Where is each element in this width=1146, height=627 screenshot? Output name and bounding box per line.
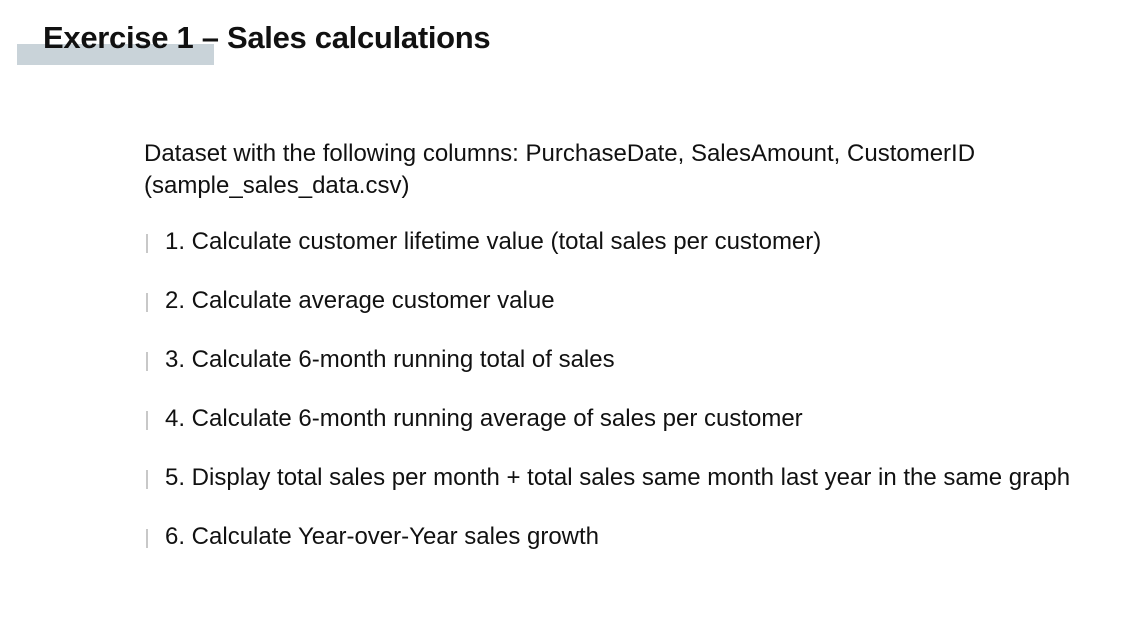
slide-content: Dataset with the following columns: Purc… bbox=[144, 138, 1134, 580]
bullet-bar-icon bbox=[146, 352, 148, 371]
bullet-bar-icon bbox=[146, 470, 148, 489]
task-item-4: 4. Calculate 6-month running average of … bbox=[144, 403, 1134, 435]
dataset-description: Dataset with the following columns: Purc… bbox=[144, 138, 1134, 202]
task-item-3: 3. Calculate 6-month running total of sa… bbox=[144, 344, 1134, 376]
task-item-5: 5. Display total sales per month + total… bbox=[144, 462, 1134, 494]
bullet-bar-icon bbox=[146, 234, 148, 253]
task-text: 5. Display total sales per month + total… bbox=[165, 464, 1071, 491]
dataset-columns-text: Dataset with the following columns: Purc… bbox=[144, 140, 976, 167]
task-text: 1. Calculate customer lifetime value (to… bbox=[165, 228, 822, 255]
bullet-bar-icon bbox=[146, 293, 148, 312]
task-text: 3. Calculate 6-month running total of sa… bbox=[165, 346, 615, 373]
slide-title: Exercise 1 – Sales calculations bbox=[43, 20, 491, 55]
bullet-bar-icon bbox=[146, 411, 148, 430]
task-item-2: 2. Calculate average customer value bbox=[144, 285, 1134, 317]
task-text: 2. Calculate average customer value bbox=[165, 287, 555, 314]
task-list: 1. Calculate customer lifetime value (to… bbox=[144, 226, 1134, 553]
dataset-filename-text: (sample_sales_data.csv) bbox=[144, 172, 410, 199]
title-accent-bar bbox=[17, 44, 214, 65]
task-item-6: 6. Calculate Year-over-Year sales growth bbox=[144, 521, 1134, 553]
task-text: 6. Calculate Year-over-Year sales growth bbox=[165, 523, 600, 550]
task-text: 4. Calculate 6-month running average of … bbox=[165, 405, 803, 432]
bullet-bar-icon bbox=[146, 529, 148, 548]
task-item-1: 1. Calculate customer lifetime value (to… bbox=[144, 226, 1134, 258]
